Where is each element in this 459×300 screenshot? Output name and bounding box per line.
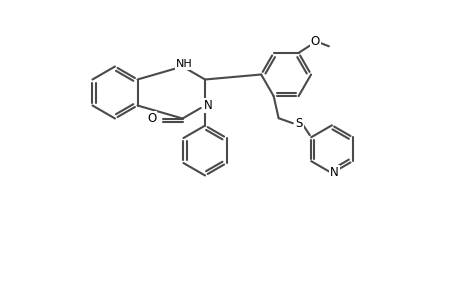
Text: N: N <box>330 166 338 178</box>
Text: O: O <box>147 112 156 125</box>
Text: O: O <box>310 35 319 48</box>
Text: N: N <box>203 99 212 112</box>
Text: NH: NH <box>176 58 192 68</box>
Text: S: S <box>295 117 302 130</box>
